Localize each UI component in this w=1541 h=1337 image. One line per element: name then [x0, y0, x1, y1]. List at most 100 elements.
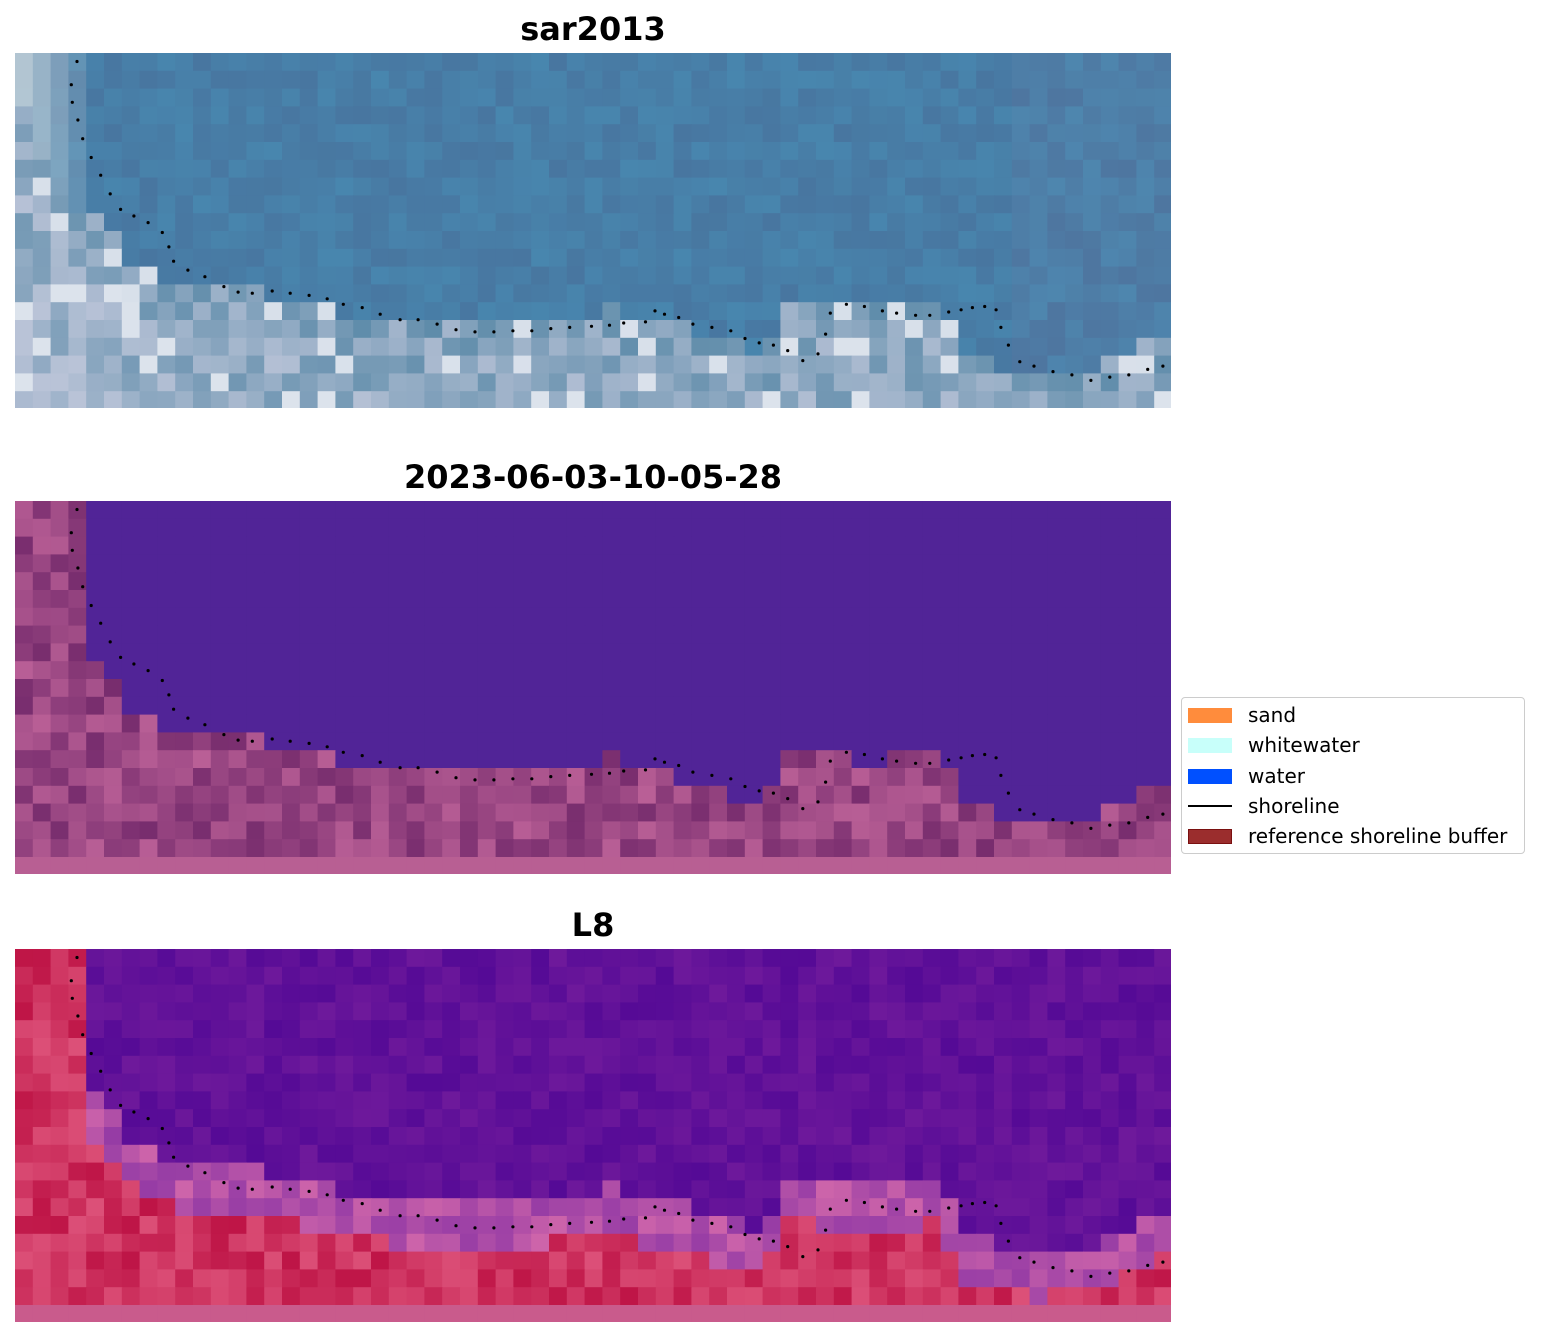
- image-pixel: [762, 1162, 781, 1181]
- image-pixel: [709, 714, 728, 733]
- image-pixel: [1118, 159, 1137, 179]
- image-pixel: [1083, 70, 1102, 90]
- image-pixel: [157, 590, 176, 609]
- image-pixel: [1154, 607, 1171, 627]
- image-pixel: [673, 1073, 692, 1092]
- image-pixel: [1100, 284, 1120, 303]
- image-pixel: [1136, 1020, 1155, 1039]
- image-pixel: [958, 1233, 977, 1253]
- image-pixel: [50, 248, 69, 268]
- image-pixel: [157, 518, 176, 538]
- image-pixel: [673, 320, 692, 339]
- image-pixel: [121, 1038, 141, 1057]
- image-pixel: [905, 803, 924, 822]
- image-pixel: [282, 391, 301, 408]
- image-pixel: [691, 732, 710, 751]
- image-pixel: [869, 320, 888, 339]
- image-pixel: [851, 572, 870, 591]
- image-pixel: [976, 679, 995, 698]
- image-pixel: [780, 1020, 799, 1039]
- image-pixel: [655, 607, 675, 627]
- image-pixel: [709, 391, 728, 408]
- image-pixel: [691, 501, 710, 520]
- image-pixel: [798, 966, 817, 986]
- image-pixel: [32, 177, 52, 196]
- image-pixel: [887, 501, 906, 520]
- shoreline-point: [454, 328, 458, 332]
- shoreline-point: [1108, 1271, 1112, 1275]
- image-pixel: [264, 518, 283, 538]
- image-pixel: [549, 857, 568, 874]
- image-pixel: [175, 1251, 194, 1270]
- image-pixel: [1065, 821, 1084, 840]
- image-pixel: [495, 803, 514, 822]
- image-pixel: [798, 661, 817, 680]
- image-pixel: [424, 1287, 443, 1306]
- image-pixel: [460, 1127, 479, 1146]
- image-pixel: [175, 518, 194, 538]
- image-pixel: [744, 714, 764, 733]
- image-pixel: [905, 949, 924, 968]
- image-pixel: [744, 1287, 764, 1306]
- image-pixel: [157, 1216, 176, 1235]
- image-pixel: [299, 337, 319, 357]
- image-pixel: [424, 142, 443, 161]
- image-pixel: [655, 1091, 675, 1110]
- image-pixel: [1118, 1162, 1137, 1181]
- image-pixel: [602, 1216, 621, 1235]
- image-pixel: [531, 732, 550, 751]
- image-pixel: [264, 785, 283, 805]
- image-pixel: [477, 1162, 497, 1181]
- image-pixel: [655, 518, 675, 538]
- image-pixel: [1083, 714, 1102, 733]
- image-pixel: [1136, 803, 1155, 822]
- image-pixel: [513, 88, 532, 107]
- image-pixel: [887, 1144, 906, 1164]
- image-pixel: [460, 1233, 479, 1253]
- image-pixel: [50, 554, 69, 573]
- image-pixel: [495, 142, 514, 161]
- image-pixel: [406, 857, 425, 874]
- image-pixel: [104, 554, 123, 573]
- image-pixel: [727, 679, 746, 698]
- image-pixel: [531, 572, 550, 591]
- image-pixel: [1154, 1109, 1171, 1128]
- image-pixel: [727, 1305, 746, 1322]
- image-pixel: [1136, 159, 1155, 179]
- image-pixel: [477, 1305, 497, 1322]
- image-pixel: [869, 1305, 888, 1322]
- image-pixel: [228, 355, 247, 374]
- image-pixel: [15, 984, 34, 1003]
- image-pixel: [388, 696, 408, 716]
- image-pixel: [317, 768, 336, 787]
- image-pixel: [1029, 70, 1048, 90]
- image-pixel: [513, 661, 532, 680]
- image-pixel: [460, 803, 479, 822]
- image-pixel: [1118, 1287, 1137, 1306]
- image-pixel: [727, 142, 746, 161]
- image-pixel: [424, 857, 443, 874]
- image-pixel: [780, 966, 799, 986]
- image-pixel: [940, 732, 959, 751]
- image-pixel: [193, 1038, 212, 1057]
- image-pixel: [994, 857, 1013, 874]
- image-pixel: [673, 1002, 692, 1021]
- image-pixel: [798, 518, 817, 538]
- image-pixel: [869, 177, 888, 196]
- image-pixel: [495, 501, 514, 520]
- image-pixel: [922, 266, 942, 285]
- image-pixel: [727, 1038, 746, 1057]
- image-pixel: [371, 320, 390, 339]
- image-pixel: [1029, 1144, 1048, 1164]
- image-pixel: [798, 839, 817, 858]
- image-pixel: [1047, 391, 1066, 408]
- image-pixel: [388, 661, 408, 680]
- image-pixel: [264, 337, 283, 357]
- image-pixel: [638, 679, 657, 698]
- image-pixel: [905, 1091, 924, 1110]
- shoreline-point: [70, 100, 74, 104]
- image-pixel: [1118, 768, 1137, 787]
- image-pixel: [655, 195, 675, 214]
- image-pixel: [139, 625, 158, 644]
- image-pixel: [1011, 536, 1031, 555]
